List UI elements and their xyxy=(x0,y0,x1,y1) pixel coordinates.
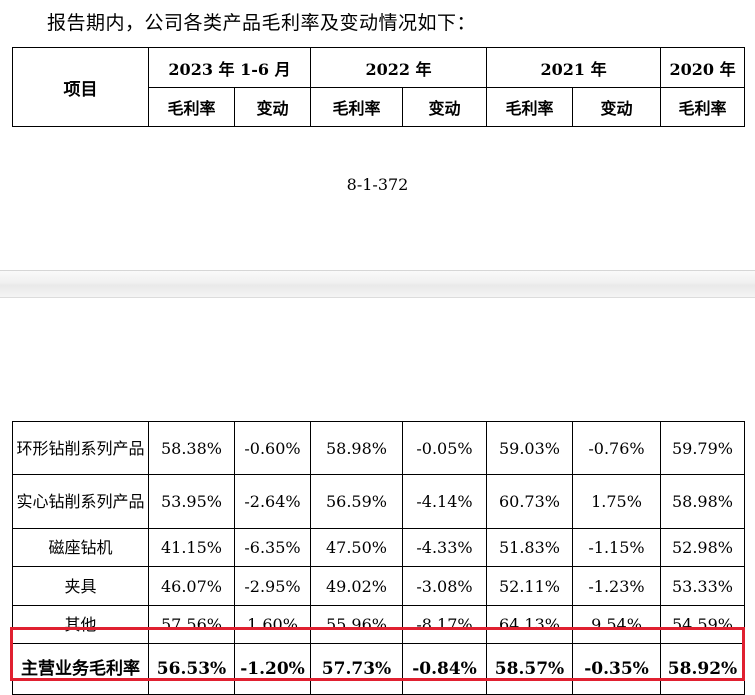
row-label: 夹具 xyxy=(12,566,149,606)
gross-margin-cell: 57.56% xyxy=(148,605,235,644)
gross-margin-cell: 53.33% xyxy=(660,566,745,606)
header-period-2020: 2020 年 xyxy=(660,47,746,88)
gross-margin-cell: 53.95% xyxy=(148,474,235,529)
gross-margin-cell: 41.15% xyxy=(148,528,235,567)
gross-margin-cell: 49.02% xyxy=(310,566,403,606)
row-label: 环形钻削系列产品 xyxy=(12,421,149,475)
change-cell: -3.08% xyxy=(402,566,487,606)
change-cell: -0.60% xyxy=(234,421,311,475)
table-row: 夹具 46.07% -2.95% 49.02% -3.08% 52.11% -1.23% 53… xyxy=(12,566,745,606)
header-period-2021: 2021 年 xyxy=(486,47,662,88)
gross-margin-cell: 58.98% xyxy=(310,421,403,475)
gross-margin-cell: 52.11% xyxy=(486,566,573,606)
change-cell: -1.23% xyxy=(572,566,661,606)
header-change: 变动 xyxy=(401,87,488,127)
change-cell: -1.15% xyxy=(572,528,661,567)
change-cell: 1.60% xyxy=(234,605,311,644)
change-cell: -1.20% xyxy=(234,643,311,695)
change-cell: -0.76% xyxy=(572,421,661,475)
intro-text: 报告期内，公司各类产品毛利率及变动情况如下： xyxy=(47,12,477,34)
row-label: 实心钻削系列产品 xyxy=(12,474,149,529)
gross-margin-cell: 56.59% xyxy=(310,474,403,529)
change-cell: -2.64% xyxy=(234,474,311,529)
change-cell: 9.54% xyxy=(572,605,661,644)
gross-margin-cell: 52.98% xyxy=(660,528,745,567)
gross-margin-cell: 47.50% xyxy=(310,528,403,567)
header-gross-margin: 毛利率 xyxy=(660,87,746,127)
change-cell: -0.84% xyxy=(402,643,487,695)
gross-margin-cell: 64.13% xyxy=(486,605,573,644)
change-cell: -4.33% xyxy=(402,528,487,567)
gross-margin-cell: 56.53% xyxy=(148,643,235,695)
change-cell: -2.95% xyxy=(234,566,311,606)
change-cell: -6.35% xyxy=(234,528,311,567)
page-break xyxy=(0,270,755,298)
table-row: 磁座钻机 41.15% -6.35% 47.50% -4.33% 51.83% -1.15%… xyxy=(12,528,745,567)
gross-margin-cell: 51.83% xyxy=(486,528,573,567)
table-row: 其他 57.56% 1.60% 55.96% -8.17% 64.13% 9.54% 54.5… xyxy=(12,605,745,644)
gross-margin-cell: 54.59% xyxy=(660,605,745,644)
header-gross-margin: 毛利率 xyxy=(486,87,574,127)
header-change: 变动 xyxy=(572,87,662,127)
gross-margin-cell: 58.57% xyxy=(486,643,573,695)
table-row: 实心钻削系列产品 53.95% -2.64% 56.59% -4.14% 60.73% 1.… xyxy=(12,474,745,529)
header-gross-margin: 毛利率 xyxy=(148,87,235,127)
header-gross-margin: 毛利率 xyxy=(310,87,403,127)
gross-margin-cell: 55.96% xyxy=(310,605,403,644)
summary-row: 主营业务毛利率 56.53% -1.20% 57.73% -0.84% 58.57% -0.… xyxy=(12,643,745,695)
gross-margin-cell: 60.73% xyxy=(486,474,573,529)
gross-margin-cell: 57.73% xyxy=(310,643,403,695)
change-cell: -8.17% xyxy=(402,605,487,644)
header-table: 项目 2023 年 1-6 月 2022 年 2021 年 2020 年 毛利率… xyxy=(12,47,746,127)
change-cell: -0.35% xyxy=(572,643,661,695)
gross-margin-cell: 46.07% xyxy=(148,566,235,606)
change-cell: 1.75% xyxy=(572,474,661,529)
header-period-2023h1: 2023 年 1-6 月 xyxy=(148,47,311,88)
margin-table: 环形钻削系列产品 58.38% -0.60% 58.98% -0.05% 59.03% -0… xyxy=(12,421,745,695)
row-label: 其他 xyxy=(12,605,149,644)
gross-margin-cell: 58.38% xyxy=(148,421,235,475)
row-label: 磁座钻机 xyxy=(12,528,149,567)
page-number: 8-1-372 xyxy=(346,175,409,194)
header-item: 项目 xyxy=(12,47,149,127)
gross-margin-cell: 58.98% xyxy=(660,474,745,529)
gross-margin-cell: 59.03% xyxy=(486,421,573,475)
change-cell: -4.14% xyxy=(402,474,487,529)
header-period-2022: 2022 年 xyxy=(309,47,488,88)
summary-row-label: 主营业务毛利率 xyxy=(12,643,149,695)
gross-margin-cell: 58.92% xyxy=(660,643,745,695)
gross-margin-cell: 59.79% xyxy=(660,421,745,475)
table-row: 环形钻削系列产品 58.38% -0.60% 58.98% -0.05% 59.03% -0… xyxy=(12,421,745,475)
header-change: 变动 xyxy=(234,87,311,127)
change-cell: -0.05% xyxy=(402,421,487,475)
